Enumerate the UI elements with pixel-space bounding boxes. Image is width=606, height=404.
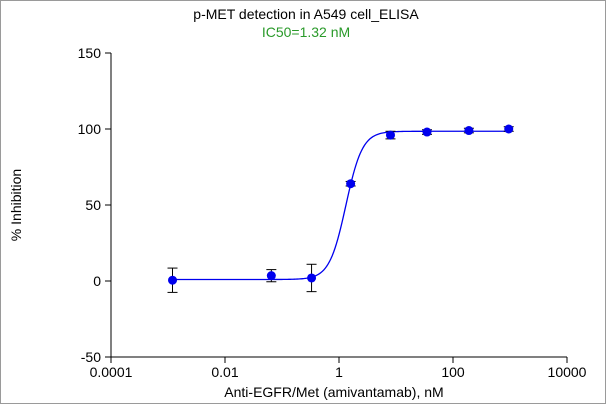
data-point	[422, 127, 433, 137]
x-axis-label: Anti-EGFR/Met (amivantamab), nM	[224, 384, 443, 400]
x-tick-label: 10000	[548, 364, 587, 380]
y-ticks: -50 0 50 100 150	[78, 45, 111, 365]
point-marker	[504, 124, 514, 134]
y-tick-label: -50	[81, 349, 101, 365]
data-point	[167, 267, 178, 293]
point-marker	[266, 271, 276, 281]
chart-subtitle: IC50=1.32 nM	[262, 24, 350, 40]
x-ticks: 0.0001 0.01 1 100 10000	[90, 357, 587, 380]
x-tick-label: 1	[335, 364, 343, 380]
data-point	[385, 130, 396, 140]
data-point	[266, 269, 277, 283]
point-marker	[307, 273, 317, 283]
data-points	[167, 124, 514, 293]
point-marker	[168, 275, 178, 285]
y-tick-label: 100	[78, 121, 102, 137]
data-point	[345, 179, 356, 189]
data-point	[306, 263, 317, 293]
x-tick-label: 100	[441, 364, 465, 380]
point-marker	[346, 179, 356, 189]
y-tick-label: 0	[93, 273, 101, 289]
data-point	[503, 124, 514, 134]
x-tick-label: 0.0001	[90, 364, 133, 380]
point-marker	[385, 130, 395, 140]
data-point	[463, 126, 474, 136]
axes	[110, 53, 567, 358]
point-marker	[422, 127, 432, 137]
fit-curve	[172, 130, 509, 281]
y-axis-label: % Inhibition	[8, 169, 24, 241]
x-tick-label: 0.01	[211, 364, 238, 380]
y-tick-label: 150	[78, 45, 102, 61]
y-tick-label: 50	[85, 197, 101, 213]
point-marker	[464, 126, 474, 136]
chart-title: p-MET detection in A549 cell_ELISA	[193, 6, 419, 22]
